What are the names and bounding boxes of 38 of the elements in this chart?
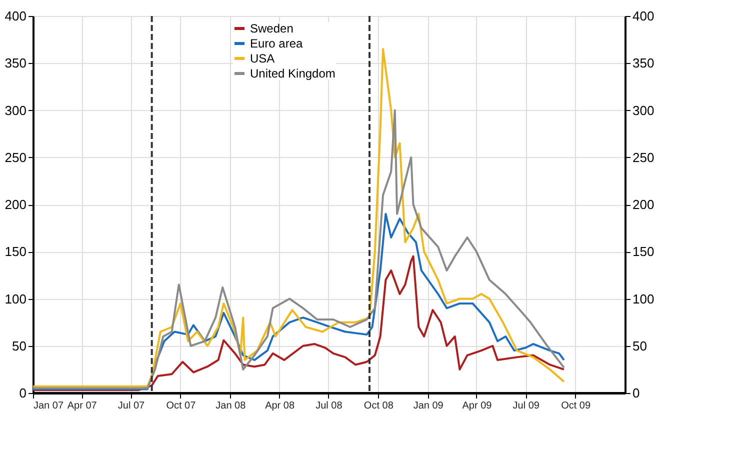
x-tick-label: Jan 07 [34,400,64,412]
y-tick-label: 200 [4,197,26,212]
y2-tick-label: 150 [632,244,654,260]
legend-label: Sweden [250,22,294,36]
y-tick-label: 300 [4,102,26,118]
x-tick-label: Apr 09 [462,400,492,412]
x-tick-label: Jul 08 [316,400,343,412]
line-series [32,109,565,390]
y-tick-label: 350 [4,56,26,71]
x-tick-label: Jan 09 [413,400,444,412]
y-tick-label: 0 [19,386,26,400]
y-tick-label: 50 [12,338,26,354]
y2-tick-label: 0 [632,386,640,400]
x-tick-label: Apr 07 [67,400,98,412]
y2-tick-label: 250 [632,150,654,165]
y-tick-label: 150 [4,244,26,260]
y-tick-label: 250 [4,150,26,165]
x-tick-label: Jan 08 [216,400,246,412]
y2-tick-label: 400 [632,8,654,24]
x-tick-label: Oct 07 [166,400,196,412]
y2-tick-label: 100 [632,291,654,306]
y2-tick-label: 300 [632,102,654,118]
x-tick-label: Oct 08 [364,400,394,412]
y2-tick-label: 350 [632,56,654,71]
y2-tick-label: 50 [632,338,647,354]
line-series [32,48,565,388]
x-tick-label: Apr 08 [265,400,295,412]
y-tick-label: 100 [4,291,26,306]
y2-tick-label: 200 [632,197,654,212]
x-tick-label: Jul 09 [512,400,540,412]
y-tick-label: 400 [4,8,26,24]
x-tick-label: Jul 07 [118,400,146,412]
line-series [32,212,565,390]
x-tick-label: Oct 09 [561,400,591,412]
legend-label: United Kingdom [250,66,336,80]
legend-label: Euro area [250,36,304,50]
line-series [32,255,565,392]
legend-label: USA [250,52,275,66]
